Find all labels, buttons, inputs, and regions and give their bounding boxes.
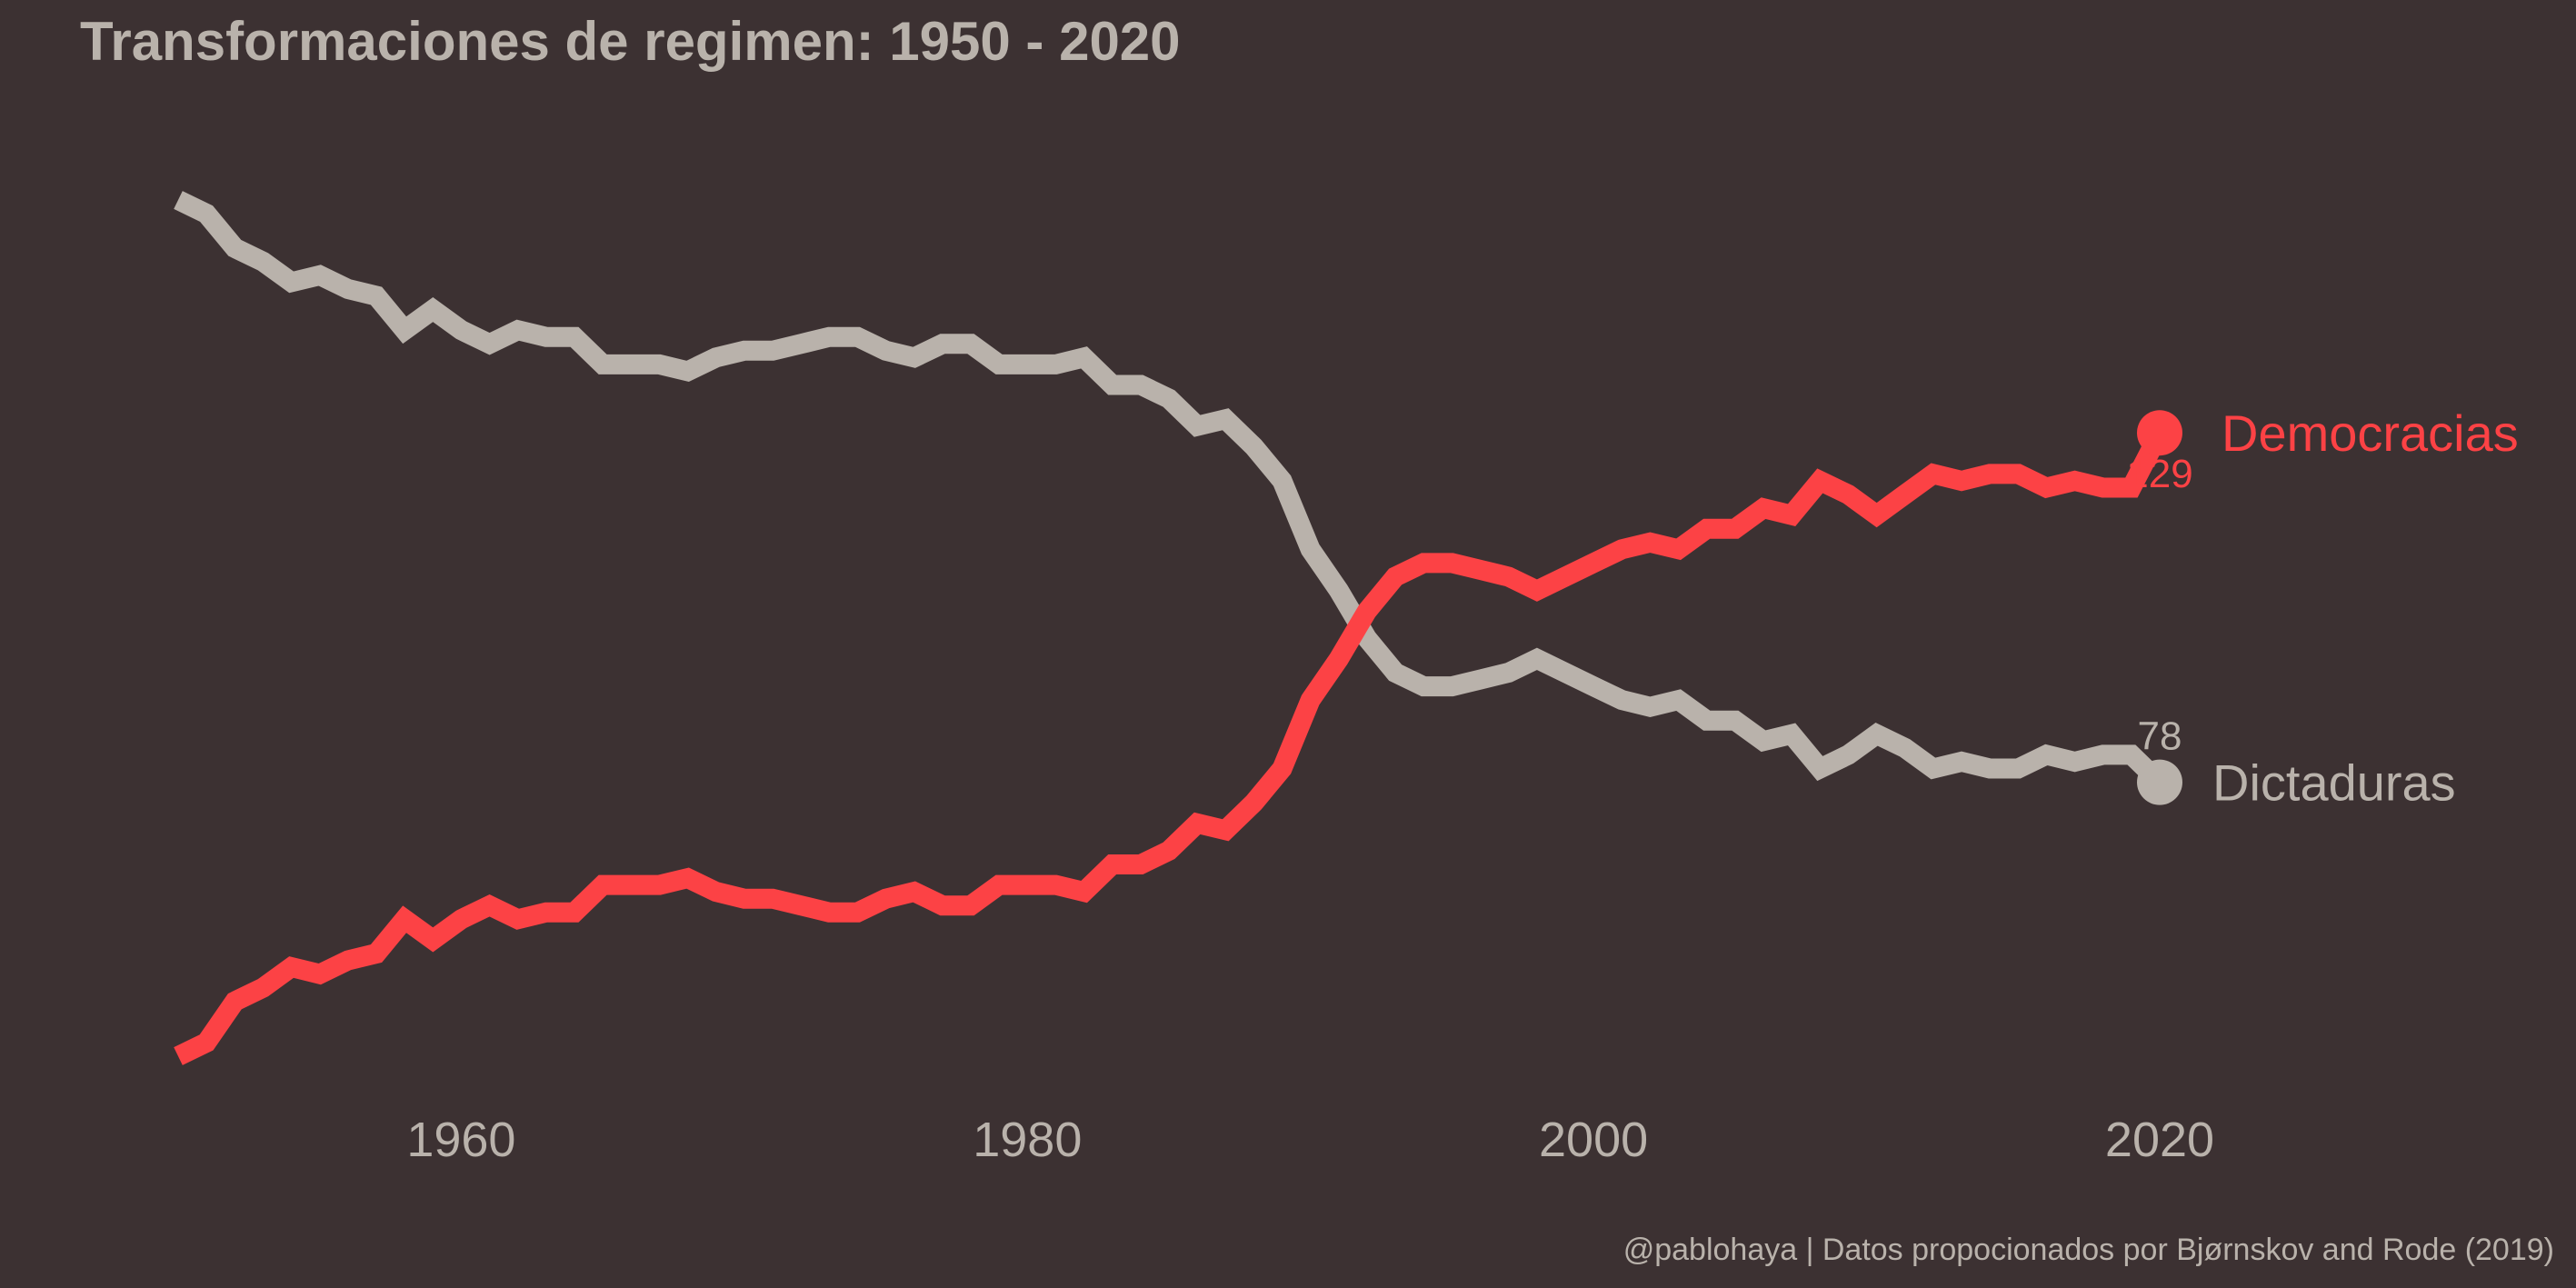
x-tick-label-1960: 1960 [406,1113,515,1167]
series-layer [174,191,2169,1065]
end-value-dictaduras: 78 [2138,714,2182,759]
series-label-democracias: Democracias [2222,404,2519,462]
x-tick-label-1980: 1980 [973,1113,1082,1167]
chart-caption: @pablohaya | Datos propocionados por Bjø… [1623,1233,2554,1267]
end-value-democracias: 129 [2126,452,2192,496]
x-tick-label-2020: 2020 [2105,1113,2214,1167]
chart-title: Transformaciones de regimen: 1950 - 2020 [80,11,1181,72]
series-label-dictaduras: Dictaduras [2212,754,2456,812]
end-point-democracias [2137,410,2182,456]
x-tick-label-2000: 2000 [1539,1113,1648,1167]
end-point-dictaduras [2137,759,2182,805]
series-line-dictaduras [174,191,2167,790]
x-axis-ticks: 1960 1980 2000 2020 [406,1113,2214,1167]
end-labels-layer: 78 Dictaduras 129 Democracias [2126,404,2518,811]
series-line-democracias [174,428,2169,1065]
